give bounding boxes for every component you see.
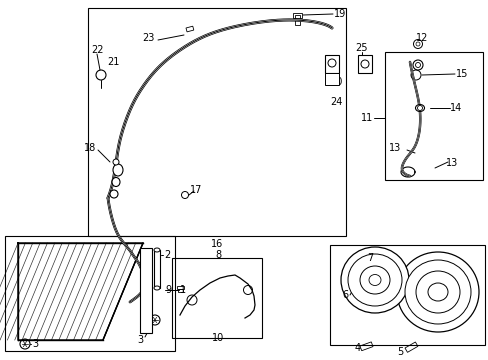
Ellipse shape bbox=[359, 266, 389, 294]
Text: 1: 1 bbox=[180, 285, 185, 295]
Text: 12: 12 bbox=[415, 33, 427, 43]
Ellipse shape bbox=[415, 271, 459, 313]
Text: 22: 22 bbox=[91, 45, 103, 55]
Text: 3: 3 bbox=[137, 335, 143, 345]
Ellipse shape bbox=[340, 247, 408, 313]
Bar bbox=[404, 342, 417, 352]
Text: 2: 2 bbox=[163, 250, 170, 260]
Ellipse shape bbox=[347, 254, 401, 306]
Bar bbox=[292, 13, 302, 18]
Bar bbox=[178, 289, 183, 292]
Text: 13: 13 bbox=[388, 143, 400, 153]
Ellipse shape bbox=[415, 104, 424, 112]
Bar bbox=[294, 15, 299, 25]
Text: 5: 5 bbox=[396, 347, 402, 357]
Ellipse shape bbox=[113, 164, 123, 176]
Bar bbox=[140, 248, 152, 333]
Text: 14: 14 bbox=[449, 103, 461, 113]
Circle shape bbox=[412, 60, 422, 70]
Ellipse shape bbox=[396, 252, 478, 332]
Bar bbox=[154, 250, 160, 288]
Bar bbox=[88, 8, 346, 236]
Text: 8: 8 bbox=[215, 250, 221, 260]
Ellipse shape bbox=[110, 190, 118, 198]
Bar bbox=[359, 342, 372, 351]
Bar bbox=[325, 73, 338, 85]
Text: 19: 19 bbox=[333, 9, 346, 19]
Text: 16: 16 bbox=[210, 239, 223, 249]
Bar bbox=[357, 55, 371, 73]
Bar bbox=[5, 236, 175, 351]
Text: 23: 23 bbox=[142, 33, 154, 43]
Text: 9: 9 bbox=[164, 285, 171, 295]
Text: 13: 13 bbox=[445, 158, 457, 168]
Text: 7: 7 bbox=[366, 253, 372, 263]
Text: 17: 17 bbox=[189, 185, 202, 195]
Text: 24: 24 bbox=[329, 97, 342, 107]
Text: 3: 3 bbox=[32, 339, 38, 349]
Text: 4: 4 bbox=[354, 343, 360, 353]
Text: 6: 6 bbox=[341, 290, 347, 300]
Text: 25: 25 bbox=[355, 43, 367, 53]
Bar bbox=[329, 245, 484, 345]
Bar bbox=[384, 52, 482, 180]
Text: 15: 15 bbox=[455, 69, 467, 79]
Ellipse shape bbox=[154, 286, 160, 290]
Bar bbox=[185, 26, 193, 32]
Bar bbox=[325, 55, 338, 73]
Text: 11: 11 bbox=[360, 113, 372, 123]
Ellipse shape bbox=[154, 248, 160, 252]
Text: 21: 21 bbox=[106, 57, 119, 67]
Text: 18: 18 bbox=[84, 143, 96, 153]
Circle shape bbox=[113, 159, 119, 165]
Ellipse shape bbox=[112, 177, 120, 186]
Ellipse shape bbox=[404, 260, 470, 324]
Bar bbox=[177, 286, 183, 289]
Text: 10: 10 bbox=[211, 333, 224, 343]
Bar bbox=[172, 258, 262, 338]
Ellipse shape bbox=[427, 283, 447, 301]
Text: 20: 20 bbox=[329, 77, 342, 87]
